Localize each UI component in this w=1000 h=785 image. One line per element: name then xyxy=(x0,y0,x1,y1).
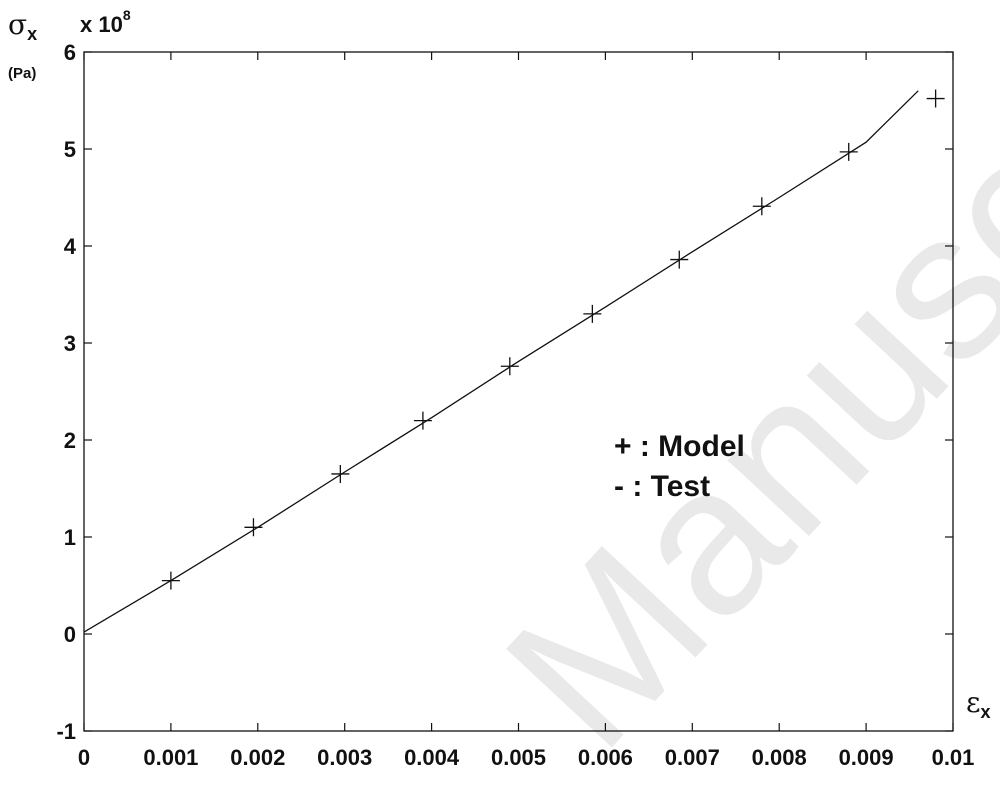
x-tick-label: 0.008 xyxy=(752,745,807,770)
x-tick-label: 0.007 xyxy=(665,745,720,770)
x-tick-label: 0 xyxy=(78,745,90,770)
series-line-test xyxy=(83,90,919,633)
legend-entry-model: + : Model xyxy=(614,430,745,463)
data-point-model xyxy=(331,464,350,483)
x-tick-label: 0.01 xyxy=(932,745,975,770)
y-axis-label: σx (Pa) xyxy=(8,8,37,82)
data-point-model xyxy=(413,411,432,430)
y-axis-tick-labels: -1 0 1 2 3 4 5 6 xyxy=(56,40,76,744)
y-tick-label: 2 xyxy=(64,428,76,453)
y-tick-label: 5 xyxy=(64,137,76,162)
series-layer xyxy=(83,89,945,633)
x-tick-label: 0.001 xyxy=(143,745,198,770)
data-point-model xyxy=(752,197,771,216)
data-point-model xyxy=(244,518,263,537)
y-axis-symbol: σ xyxy=(8,8,27,41)
watermark-text: Manuscri xyxy=(461,7,1000,785)
svg-text:εx: εx xyxy=(966,686,991,722)
data-point-model xyxy=(583,304,602,323)
y-scale-exponent: 8 xyxy=(123,7,131,23)
legend: + : Model - : Test xyxy=(614,430,745,503)
y-tick-label: 6 xyxy=(64,40,76,65)
legend-entry-test: - : Test xyxy=(614,470,710,503)
y-tick-label: 3 xyxy=(64,331,76,356)
x-tick-label: 0.003 xyxy=(317,745,372,770)
svg-text:x 108: x 108 xyxy=(80,7,131,37)
x-tick-label: 0.005 xyxy=(491,745,546,770)
x-axis-tick-labels: 0 0.001 0.002 0.003 0.004 0.005 0.006 0.007 0.00… xyxy=(78,745,975,770)
y-tick-label: 1 xyxy=(64,525,76,550)
x-axis-subscript: x xyxy=(981,702,991,722)
x-tick-label: 0.004 xyxy=(404,745,460,770)
x-axis-ticks xyxy=(83,52,954,731)
y-tick-label: -1 xyxy=(56,719,76,744)
y-axis-ticks xyxy=(84,51,953,732)
y-tick-label: 0 xyxy=(64,622,76,647)
y-tick-label: 4 xyxy=(64,234,77,259)
y-scale-base: x 10 xyxy=(80,12,123,37)
data-point-model xyxy=(926,89,945,108)
x-tick-label: 0.009 xyxy=(839,745,894,770)
svg-text:σx: σx xyxy=(8,8,37,44)
y-axis-unit: (Pa) xyxy=(8,65,36,82)
x-axis-symbol: ε xyxy=(966,686,981,719)
x-tick-label: 0.006 xyxy=(578,745,633,770)
data-point-model xyxy=(839,142,858,161)
y-axis-subscript: x xyxy=(27,24,37,44)
x-tick-label: 0.002 xyxy=(230,745,285,770)
